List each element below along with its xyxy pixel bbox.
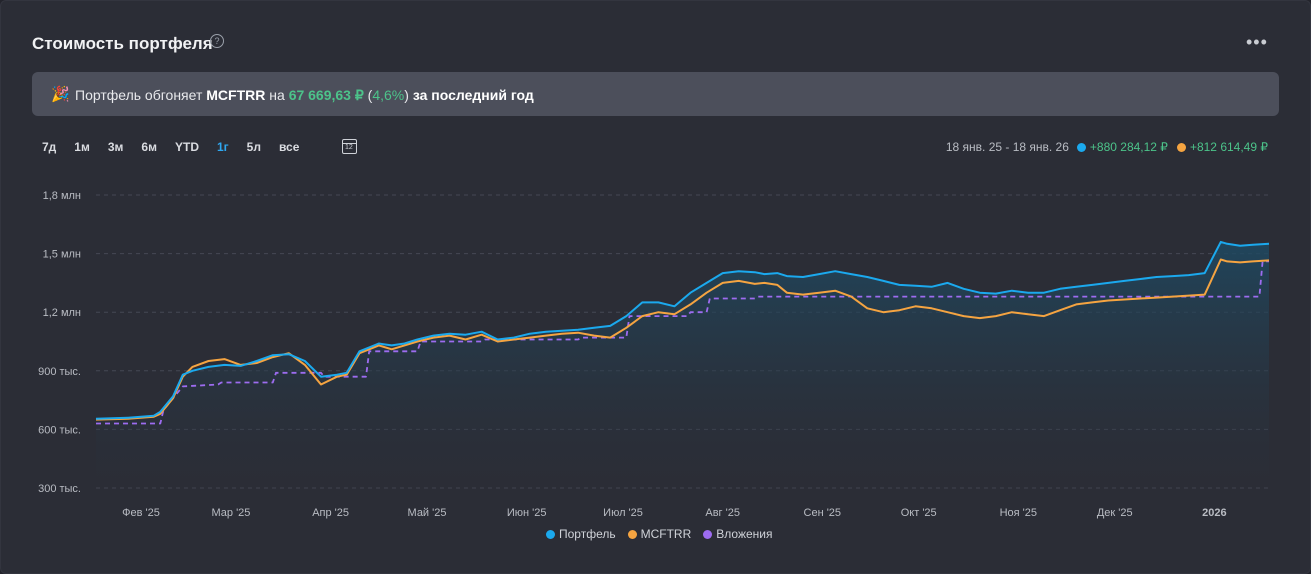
x-tick-label: Авг '25 xyxy=(705,507,740,519)
y-tick-label: 1,5 млн xyxy=(43,249,81,261)
x-tick-label: 2026 xyxy=(1202,507,1226,519)
portfolio-change: +880 284,12 ₽ xyxy=(1089,140,1168,154)
portfolio-dot-icon xyxy=(1076,142,1086,152)
outperform-percent: 4,6% xyxy=(372,87,405,103)
range-3m-button[interactable]: 3м xyxy=(107,140,124,154)
range-5y-button[interactable]: 5л xyxy=(246,140,261,154)
more-options-icon[interactable]: ••• xyxy=(1246,32,1268,52)
period-summary: 18 янв. 25 - 18 янв. 26 +880 284,12 ₽ +8… xyxy=(946,140,1268,154)
benchmark-dot-icon xyxy=(1176,142,1186,152)
portfolio-line xyxy=(95,240,1270,420)
x-tick-label: Апр '25 xyxy=(312,507,349,519)
outperform-amount: 67 669,63 ₽ xyxy=(288,87,364,103)
x-tick-label: Ноя '25 xyxy=(1000,507,1037,519)
x-tick-label: Сен '25 xyxy=(804,507,842,519)
range-selector: 7д 1м 3м 6м YTD 1г 5л все xyxy=(42,140,317,154)
banner-text: Портфель обгоняет MCFTRR на 67 669,63 ₽ … xyxy=(75,87,534,103)
calendar-icon[interactable]: 12 xyxy=(342,139,357,154)
card-title: Стоимость портфеля xyxy=(32,34,213,53)
portfolio-chart[interactable]: 300 тыс. 600 тыс. 900 тыс. 1,2 млн 1,5 млн 1,… xyxy=(1,171,1310,521)
x-tick-label: Дек '25 xyxy=(1097,507,1133,519)
legend-mcftrr[interactable]: MCFTRR xyxy=(627,527,691,541)
y-tick-label: 1,8 млн xyxy=(43,190,81,202)
help-icon[interactable]: ? xyxy=(210,34,224,48)
party-popper-icon: 🎉 xyxy=(51,86,70,103)
x-tick-label: Июн '25 xyxy=(507,507,547,519)
x-tick-label: Июл '25 xyxy=(603,507,643,519)
x-tick-label: Май '25 xyxy=(408,507,447,519)
x-tick-label: Мар '25 xyxy=(212,507,251,519)
benchmark-name: MCFTRR xyxy=(206,87,266,103)
performance-banner: 🎉 Портфель обгоняет MCFTRR на 67 669,63 … xyxy=(32,72,1279,116)
range-ytd-button[interactable]: YTD xyxy=(174,140,199,154)
legend-investments[interactable]: Вложения xyxy=(703,527,772,541)
portfolio-legend-dot-icon xyxy=(546,529,555,539)
range-1m-button[interactable]: 1м xyxy=(74,140,90,154)
range-all-button[interactable]: все xyxy=(278,140,300,154)
mcftrr-legend-dot-icon xyxy=(627,529,637,539)
y-tick-label: 600 тыс. xyxy=(38,424,81,436)
period-label: 18 янв. 25 - 18 янв. 26 xyxy=(945,140,1069,154)
y-tick-label: 300 тыс. xyxy=(38,483,81,495)
mcftrr-line xyxy=(95,258,1270,421)
y-tick-label: 1,2 млн xyxy=(43,307,81,319)
legend-portfolio[interactable]: Портфель xyxy=(546,527,616,541)
portfolio-area xyxy=(96,241,1269,491)
benchmark-change: +812 614,49 ₽ xyxy=(1189,140,1268,154)
range-7d-button[interactable]: 7д xyxy=(42,140,57,154)
y-tick-label: 900 тыс. xyxy=(38,366,81,378)
range-1y-button[interactable]: 1г xyxy=(216,140,229,154)
chart-legend: Портфель MCFTRR Вложения xyxy=(546,527,784,541)
x-tick-label: Окт '25 xyxy=(901,507,937,519)
investments-legend-dot-icon xyxy=(703,529,713,539)
x-tick-label: Фев '25 xyxy=(122,507,160,519)
range-6m-button[interactable]: 6м xyxy=(141,140,157,154)
investments-line xyxy=(96,260,1269,425)
